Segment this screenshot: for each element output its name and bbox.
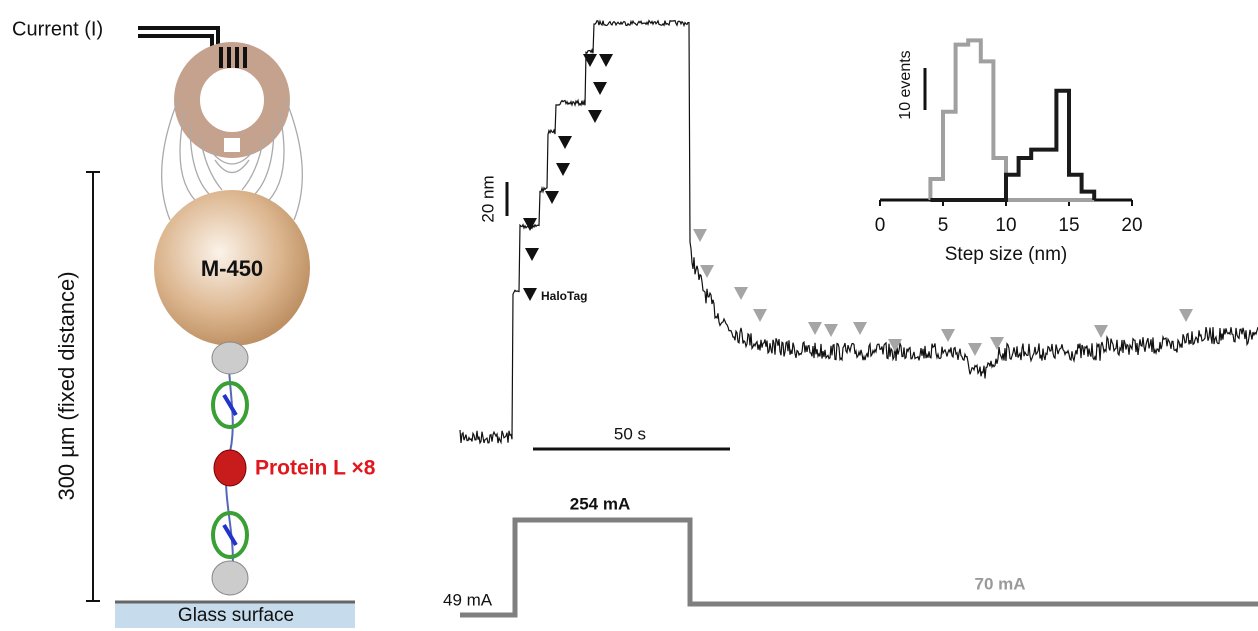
histogram-outline (930, 88, 1097, 202)
step-marker (588, 110, 602, 123)
x-tick-label: 0 (875, 215, 886, 236)
step-marker (593, 82, 607, 95)
current-label: Current (I) (12, 18, 103, 40)
step-marker (941, 329, 955, 342)
protein-label: Protein L ×8 (255, 457, 376, 480)
step-marker (968, 343, 982, 356)
histogram-outline (928, 38, 1095, 202)
step-marker (558, 136, 572, 149)
step-marker (693, 229, 707, 242)
bead (154, 190, 310, 346)
step-marker (523, 218, 537, 231)
step-marker (700, 265, 714, 278)
current-high-label: 254 mA (570, 494, 630, 513)
step-marker (888, 339, 902, 352)
glass-surface (115, 601, 355, 628)
x-axis-label: Step size (nm) (945, 244, 1067, 265)
current-low-label: 49 mA (443, 590, 493, 609)
step-histogram: 0 5 10 15 20 Step size (nm) 10 events (875, 38, 1143, 265)
step-marker (824, 324, 838, 337)
step-marker (525, 248, 539, 261)
scale-bar-y-label: 20 nm (478, 175, 497, 222)
x-tick-label: 5 (938, 215, 949, 236)
distance-bracket (86, 171, 100, 602)
step-marker (545, 191, 559, 204)
step-marker (556, 163, 570, 176)
step-marker (990, 337, 1004, 350)
step-marker (599, 54, 613, 67)
histogram-bin (968, 40, 981, 200)
step-marker (753, 309, 767, 322)
scale-bar-events-label: 10 events (897, 50, 914, 119)
ring-gap (224, 138, 240, 152)
field-lines (161, 99, 303, 221)
step-marker (1094, 325, 1108, 338)
magnet-ring (174, 42, 290, 158)
step-marker (583, 54, 597, 67)
surface-label: Glass surface (178, 605, 294, 626)
halotag-label: HaloTag (541, 289, 587, 303)
bead-label: M-450 (201, 256, 263, 281)
step-marker (523, 288, 537, 301)
current-final-label: 70 mA (974, 574, 1025, 593)
step-marker (808, 322, 822, 335)
extension-trace: 20 nm 50 s HaloTag 49 mA 254 mA 70 mA (443, 19, 1258, 618)
x-tick-label: 15 (1058, 215, 1079, 236)
step-marker (853, 322, 867, 335)
histogram-bin (1044, 150, 1057, 200)
protein-chain (211, 341, 249, 596)
step-marker (1179, 309, 1193, 322)
distance-label: 300 µm (fixed distance) (54, 271, 79, 500)
current-trace (460, 517, 1258, 618)
x-tick-label: 10 (995, 215, 1016, 236)
wire (138, 26, 220, 50)
schematic: Current (I) M-450 Protein L ×8 300 µm (f… (12, 18, 376, 628)
coil (219, 47, 247, 68)
trace-line (459, 19, 1258, 445)
x-tick-label: 20 (1121, 215, 1142, 236)
scale-bar-x-label: 50 s (614, 424, 646, 443)
step-marker (734, 287, 748, 300)
